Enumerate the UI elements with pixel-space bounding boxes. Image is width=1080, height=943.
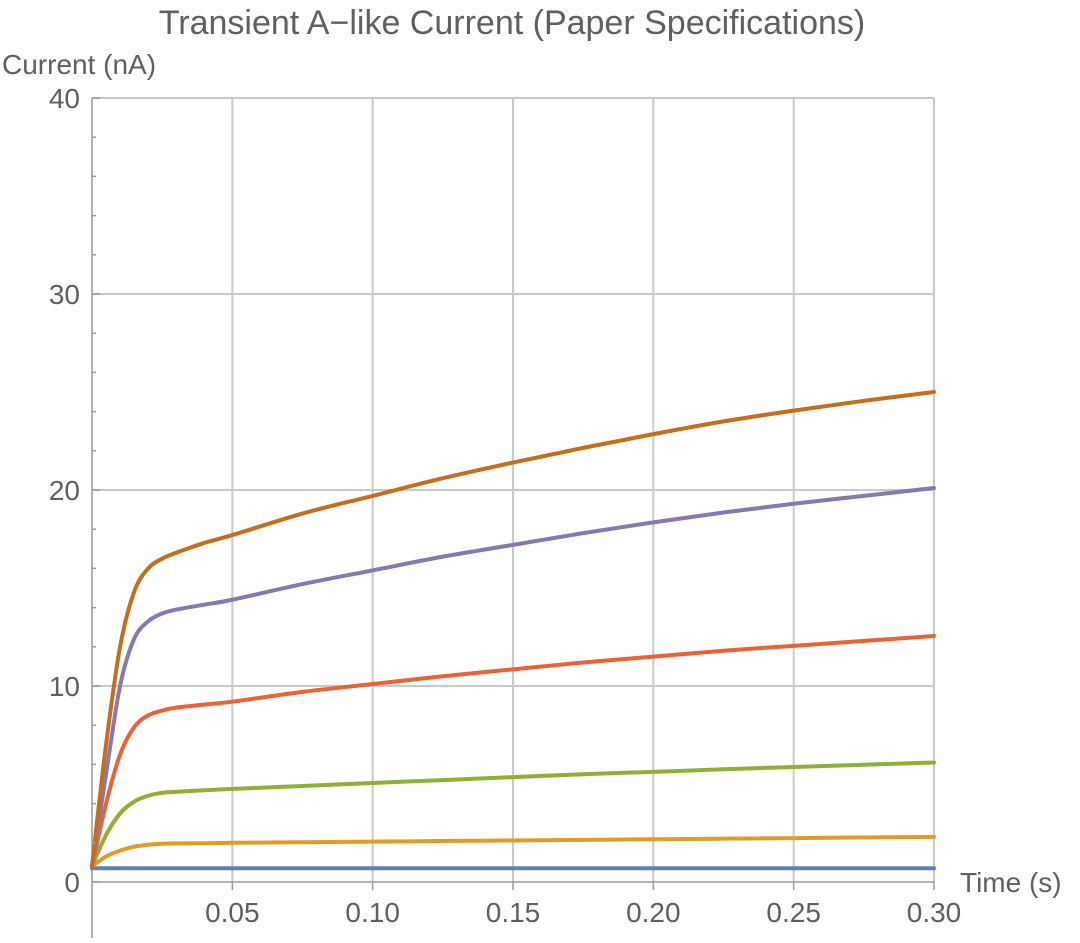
y-tick-label: 20 <box>49 475 80 506</box>
chart-title: Transient A−like Current (Paper Specific… <box>159 4 865 42</box>
y-tick-label: 30 <box>49 279 80 310</box>
tick-labels: 0.05 0.10 0.15 0.20 0.25 0.30 0 10 20 30 40 <box>49 83 961 928</box>
x-tick-label: 0.05 <box>205 897 260 928</box>
x-tick-label: 0.30 <box>907 897 962 928</box>
series-line-2 <box>90 834 936 869</box>
x-axis-title: Time (s) <box>960 867 1062 898</box>
series-line-6 <box>90 390 936 869</box>
y-axis-title: Current (nA) <box>2 49 156 80</box>
x-tick-label: 0.10 <box>345 897 400 928</box>
series-lines <box>90 390 936 871</box>
series-line-5 <box>90 486 936 869</box>
y-tick-label: 10 <box>49 671 80 702</box>
grid <box>92 97 935 882</box>
x-tick-label: 0.20 <box>626 897 681 928</box>
y-tick-label: 40 <box>49 83 80 114</box>
y-tick-label: 0 <box>64 867 80 898</box>
series-line-4 <box>90 634 936 869</box>
x-tick-label: 0.15 <box>486 897 541 928</box>
series-line-3 <box>90 760 936 869</box>
x-tick-label: 0.25 <box>766 897 821 928</box>
